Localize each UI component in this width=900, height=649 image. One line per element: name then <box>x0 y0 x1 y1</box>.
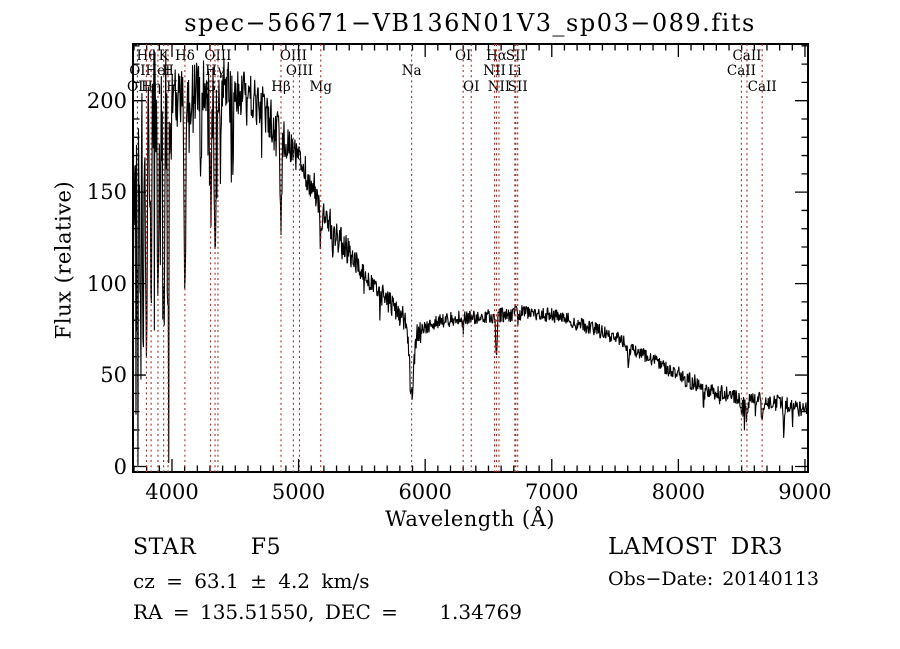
x-tick-label: 7000 <box>525 480 579 504</box>
y-tick-label: 50 <box>100 363 127 388</box>
plot-title: spec−56671−VB136N01V3_sp03−089.fits <box>184 9 756 37</box>
object-classification: STAR F5 <box>133 535 282 560</box>
observation-date: Obs−Date: 20140113 <box>608 568 819 590</box>
survey-release: LAMOST DR3 <box>608 534 784 560</box>
plot-frame <box>132 43 809 473</box>
y-tick-label: 150 <box>86 180 127 205</box>
x-tick-label: 8000 <box>651 480 706 504</box>
y-tick-label: 0 <box>113 454 127 479</box>
y-tick-label: 100 <box>86 271 127 296</box>
x-tick-label: 5000 <box>271 480 326 504</box>
x-tick-label: 9000 <box>778 480 832 504</box>
coordinates: RA = 135.51550, DEC = 1.34769 <box>133 600 523 624</box>
spectral-line-markers <box>136 44 763 472</box>
x-tick-label: 4000 <box>145 480 199 504</box>
x-tick-label: 6000 <box>398 480 452 504</box>
y-tick-label: 200 <box>86 88 127 113</box>
x-axis-label: Wavelength (Å) <box>385 507 555 531</box>
radial-velocity: cz = 63.1 ± 4.2 km/s <box>133 569 370 593</box>
spectrum-trace <box>132 49 809 466</box>
